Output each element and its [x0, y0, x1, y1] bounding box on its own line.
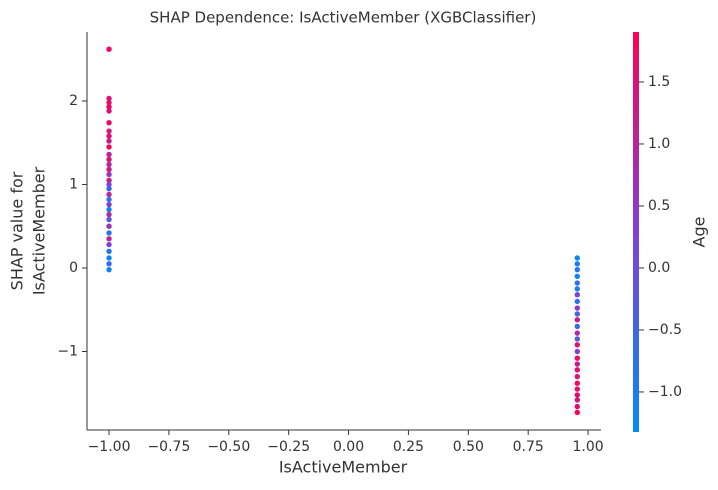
y-tick-label: −1: [57, 344, 78, 360]
point: [106, 99, 112, 106]
point: [106, 191, 112, 198]
point: [574, 373, 580, 380]
point: [106, 119, 112, 126]
point: [574, 255, 580, 261]
point: [106, 128, 112, 134]
point: [106, 166, 112, 173]
point: [574, 336, 580, 342]
point: [574, 292, 580, 298]
colorbar: [633, 32, 639, 432]
point: [574, 298, 580, 305]
point: [106, 201, 112, 208]
point: [574, 280, 580, 286]
y-axis-label: SHAP value for: [8, 171, 27, 290]
point: [106, 248, 112, 254]
point: [106, 108, 112, 114]
point: [106, 206, 112, 213]
point: [106, 241, 112, 248]
point: [106, 255, 112, 261]
point: [574, 330, 580, 336]
point: [574, 348, 580, 355]
point: [574, 305, 580, 311]
point: [574, 261, 580, 267]
point: [106, 171, 112, 178]
x-tick-label: 0.00: [333, 439, 364, 455]
x-tick-label: −0.25: [267, 439, 310, 455]
point: [574, 403, 580, 410]
y-tick-label: 2: [69, 93, 78, 109]
colorbar-tick-label: 1.5: [648, 74, 670, 90]
point: [106, 46, 112, 52]
point: [106, 181, 112, 188]
point: [106, 223, 112, 229]
y-axis-label: IsActiveMember: [30, 166, 49, 295]
x-tick-label: −0.50: [207, 439, 250, 455]
x-axis-label: IsActiveMember: [279, 458, 408, 477]
point: [574, 342, 580, 348]
point: [574, 409, 580, 416]
x-tick-label: 0.25: [393, 439, 424, 455]
point: [106, 196, 112, 203]
point: [106, 144, 112, 150]
point: [106, 236, 112, 242]
point: [106, 133, 112, 139]
point: [574, 317, 580, 323]
point: [574, 311, 580, 317]
colorbar-tick-label: −0.5: [648, 322, 682, 338]
point: [106, 230, 112, 236]
point: [574, 392, 580, 398]
point: [574, 266, 580, 273]
point: [106, 216, 112, 223]
point: [106, 211, 112, 218]
point: [106, 156, 112, 163]
point: [106, 151, 112, 158]
colorbar-tick-label: −1.0: [648, 384, 682, 400]
point: [106, 161, 112, 168]
point: [106, 261, 112, 267]
point: [574, 386, 580, 392]
point: [574, 323, 580, 330]
point: [574, 361, 580, 367]
point: [574, 273, 580, 280]
point: [106, 104, 112, 110]
point: [574, 397, 580, 403]
colorbar-label: Age: [690, 217, 709, 248]
point: [106, 185, 112, 192]
point: [574, 367, 580, 373]
x-tick-label: −1.00: [88, 439, 131, 455]
point: [574, 355, 580, 361]
chart-title: SHAP Dependence: IsActiveMember (XGBClas…: [150, 9, 537, 27]
y-tick-label: 0: [69, 260, 78, 276]
x-tick-label: −0.75: [147, 439, 190, 455]
colorbar-tick-label: 0.5: [648, 198, 670, 214]
point: [106, 177, 112, 184]
point: [574, 286, 580, 292]
y-tick-label: 1: [69, 176, 78, 192]
colorbar-tick-label: 1.0: [648, 136, 670, 152]
point: [574, 380, 580, 386]
x-tick-label: 0.75: [513, 439, 544, 455]
point: [106, 138, 112, 144]
point: [106, 95, 112, 102]
point: [106, 266, 112, 273]
x-tick-label: 0.50: [453, 439, 484, 455]
colorbar-tick-label: 0.0: [648, 260, 670, 276]
x-tick-label: 1.00: [572, 439, 603, 455]
